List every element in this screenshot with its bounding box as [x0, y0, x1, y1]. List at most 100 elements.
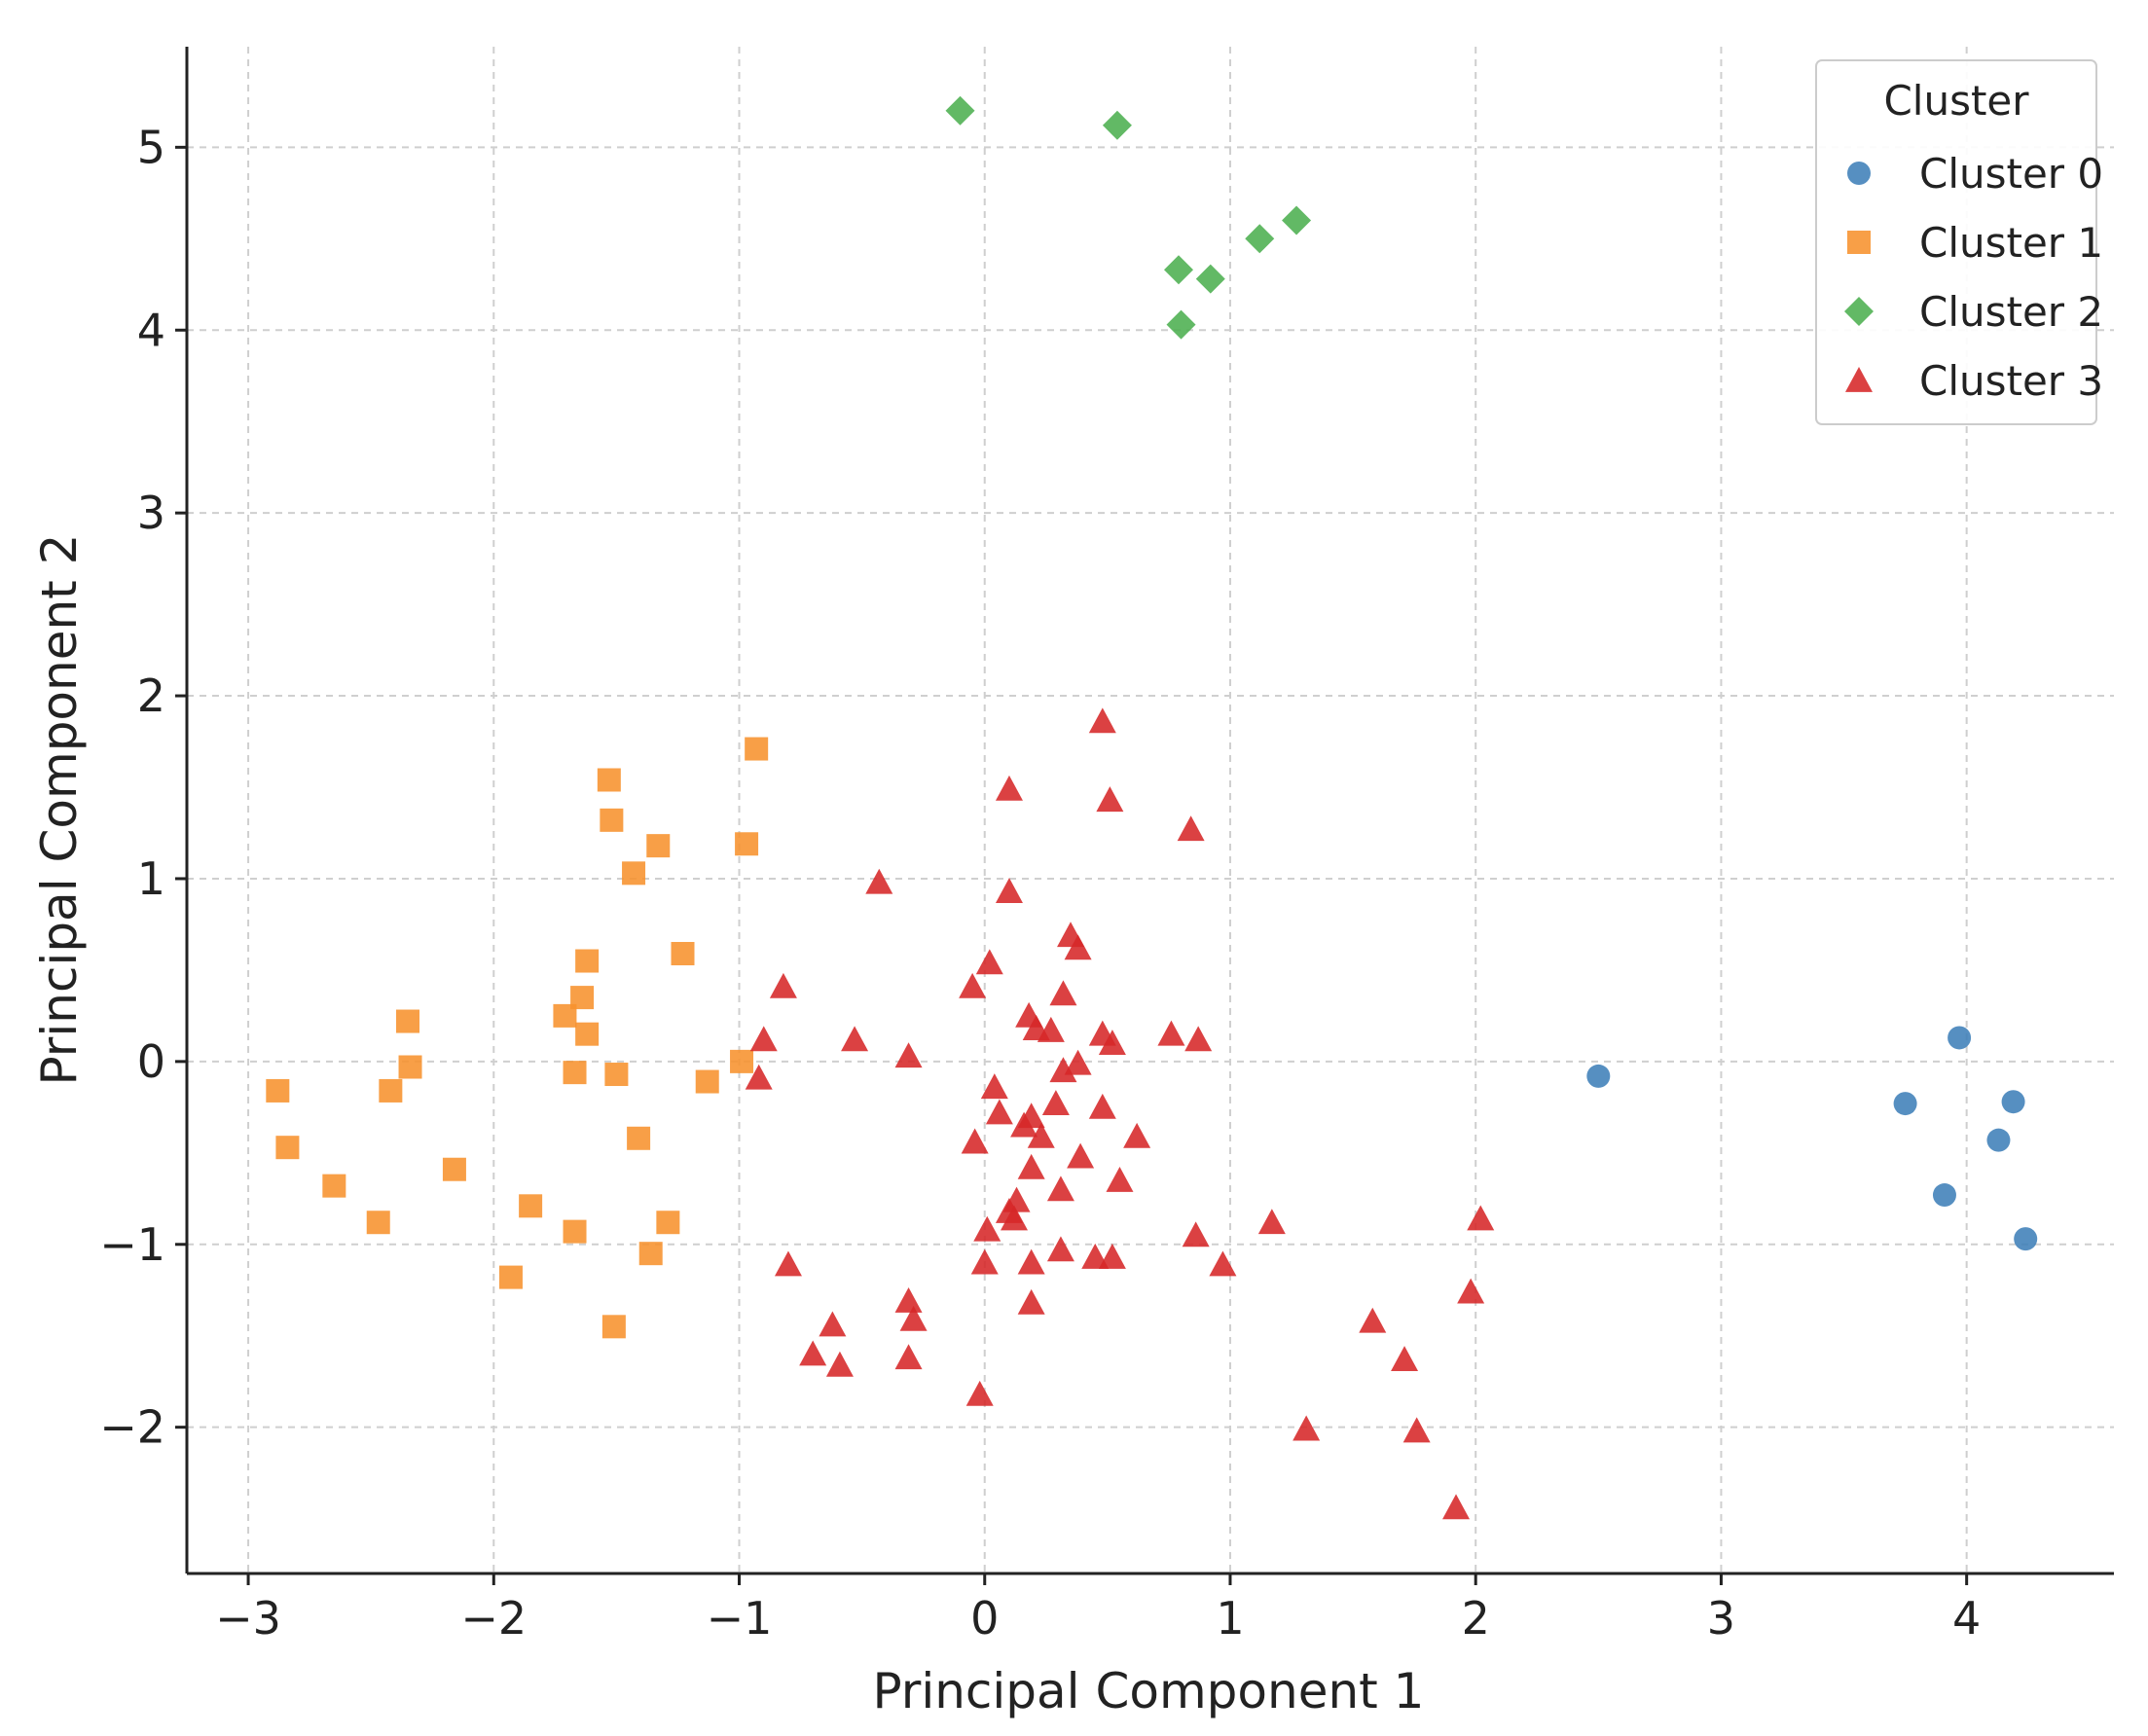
- data-point-triangle: [1184, 1026, 1213, 1052]
- data-point-square: [730, 1049, 754, 1073]
- y-tick-label: 3: [137, 487, 165, 539]
- data-point-triangle: [1292, 1415, 1321, 1441]
- data-point-triangle: [1067, 1142, 1095, 1169]
- y-tick-label: −1: [99, 1218, 165, 1271]
- data-point-square: [604, 1063, 629, 1087]
- data-point-triangle: [1098, 1030, 1126, 1055]
- data-point-triangle: [1064, 934, 1092, 960]
- data-point-diamond: [945, 95, 975, 126]
- data-point-square: [366, 1211, 390, 1235]
- data-point-square: [745, 737, 769, 761]
- x-tick-label: −2: [460, 1592, 527, 1645]
- data-point-triangle: [894, 1344, 923, 1370]
- data-point-square: [398, 1055, 422, 1079]
- data-point-triangle: [1088, 1093, 1116, 1119]
- data-point-triangle: [1081, 1243, 1110, 1269]
- data-point-square: [601, 1315, 626, 1339]
- data-point-square: [396, 1009, 420, 1033]
- data-point-triangle: [1017, 1288, 1045, 1315]
- data-point-circle: [1586, 1064, 1611, 1088]
- data-point-circle: [1986, 1128, 2011, 1152]
- data-point-triangle: [1177, 815, 1205, 842]
- data-point-triangle: [1049, 980, 1077, 1006]
- data-point-square: [563, 1219, 587, 1244]
- data-point-square: [695, 1069, 719, 1094]
- y-tick-label: −2: [99, 1401, 165, 1454]
- axes: [185, 47, 2114, 1575]
- x-tick-label: 0: [970, 1592, 999, 1645]
- data-point-triangle: [749, 1026, 778, 1052]
- data-point-triangle: [995, 775, 1023, 801]
- data-point-square: [656, 1211, 680, 1235]
- data-point-triangle: [985, 1099, 1013, 1125]
- data-point-triangle: [819, 1311, 847, 1337]
- y-tick-label: 1: [137, 852, 165, 905]
- series-cluster-1: [266, 737, 769, 1339]
- data-point-triangle: [894, 1287, 923, 1313]
- data-point-triangle: [1442, 1494, 1471, 1520]
- series-cluster-0: [1586, 1026, 2038, 1251]
- x-tick-label: 3: [1707, 1592, 1735, 1645]
- data-point-triangle: [1096, 786, 1124, 813]
- legend-title: Cluster: [1883, 77, 2029, 125]
- data-point-square: [275, 1136, 300, 1160]
- data-point-triangle: [1106, 1167, 1134, 1192]
- data-point-square: [498, 1265, 523, 1289]
- data-point-triangle: [899, 1305, 928, 1331]
- y-axis-label: Principal Component 2: [31, 534, 88, 1086]
- data-point-triangle: [1467, 1205, 1495, 1231]
- x-tick-label: 2: [1462, 1592, 1490, 1645]
- data-point-triangle: [1037, 1016, 1065, 1042]
- data-point-triangle: [970, 1248, 999, 1275]
- data-point-triangle: [1001, 1205, 1029, 1231]
- x-axis-label: Principal Component 1: [873, 1663, 1425, 1719]
- data-point-square: [627, 1126, 651, 1150]
- y-tick-label: 5: [137, 121, 165, 173]
- data-point-diamond: [1102, 110, 1132, 140]
- x-tick-label: −1: [707, 1592, 773, 1645]
- legend-marker-triangle-icon: [1845, 367, 1873, 392]
- data-point-triangle: [961, 1128, 989, 1154]
- data-point-square: [597, 768, 621, 792]
- data-point-triangle: [1123, 1122, 1151, 1148]
- data-point-circle: [1893, 1092, 1917, 1116]
- data-point-triangle: [745, 1064, 773, 1090]
- legend-label: Cluster 0: [1919, 150, 2103, 198]
- data-point-triangle: [1017, 1153, 1045, 1179]
- data-point-square: [575, 949, 600, 973]
- data-point-triangle: [1209, 1250, 1237, 1277]
- y-tick-label: 2: [137, 669, 165, 722]
- data-point-triangle: [1257, 1209, 1286, 1235]
- data-point-triangle: [769, 972, 797, 998]
- series-cluster-3: [745, 707, 1495, 1520]
- data-point-triangle: [1391, 1346, 1419, 1372]
- data-point-triangle: [1046, 1236, 1074, 1262]
- data-point-triangle: [894, 1042, 923, 1068]
- data-point-square: [735, 832, 759, 856]
- legend-marker-diamond-icon: [1844, 297, 1874, 326]
- data-point-triangle: [841, 1026, 869, 1052]
- data-point-triangle: [1049, 1057, 1077, 1083]
- x-tick-label: 1: [1216, 1592, 1244, 1645]
- data-point-square: [638, 1242, 663, 1266]
- data-point-triangle: [825, 1351, 854, 1377]
- data-point-diamond: [1166, 309, 1196, 340]
- legend-box: [1815, 59, 2097, 425]
- data-point-circle: [2014, 1227, 2038, 1251]
- legend-marker-circle-icon: [1847, 162, 1871, 185]
- data-point-triangle: [799, 1340, 827, 1366]
- data-point-triangle: [975, 949, 1003, 975]
- legend-label: Cluster 2: [1919, 288, 2103, 336]
- data-point-square: [266, 1078, 290, 1103]
- data-point-triangle: [1041, 1090, 1070, 1115]
- data-point-triangle: [1402, 1417, 1431, 1443]
- legend-marker-square-icon: [1847, 231, 1871, 254]
- data-point-square: [600, 808, 624, 832]
- data-point-triangle: [774, 1250, 802, 1277]
- data-point-triangle: [1027, 1122, 1055, 1148]
- data-point-triangle: [959, 972, 987, 998]
- data-point-diamond: [1282, 205, 1312, 235]
- data-points: [266, 95, 2038, 1520]
- data-point-circle: [2001, 1090, 2025, 1114]
